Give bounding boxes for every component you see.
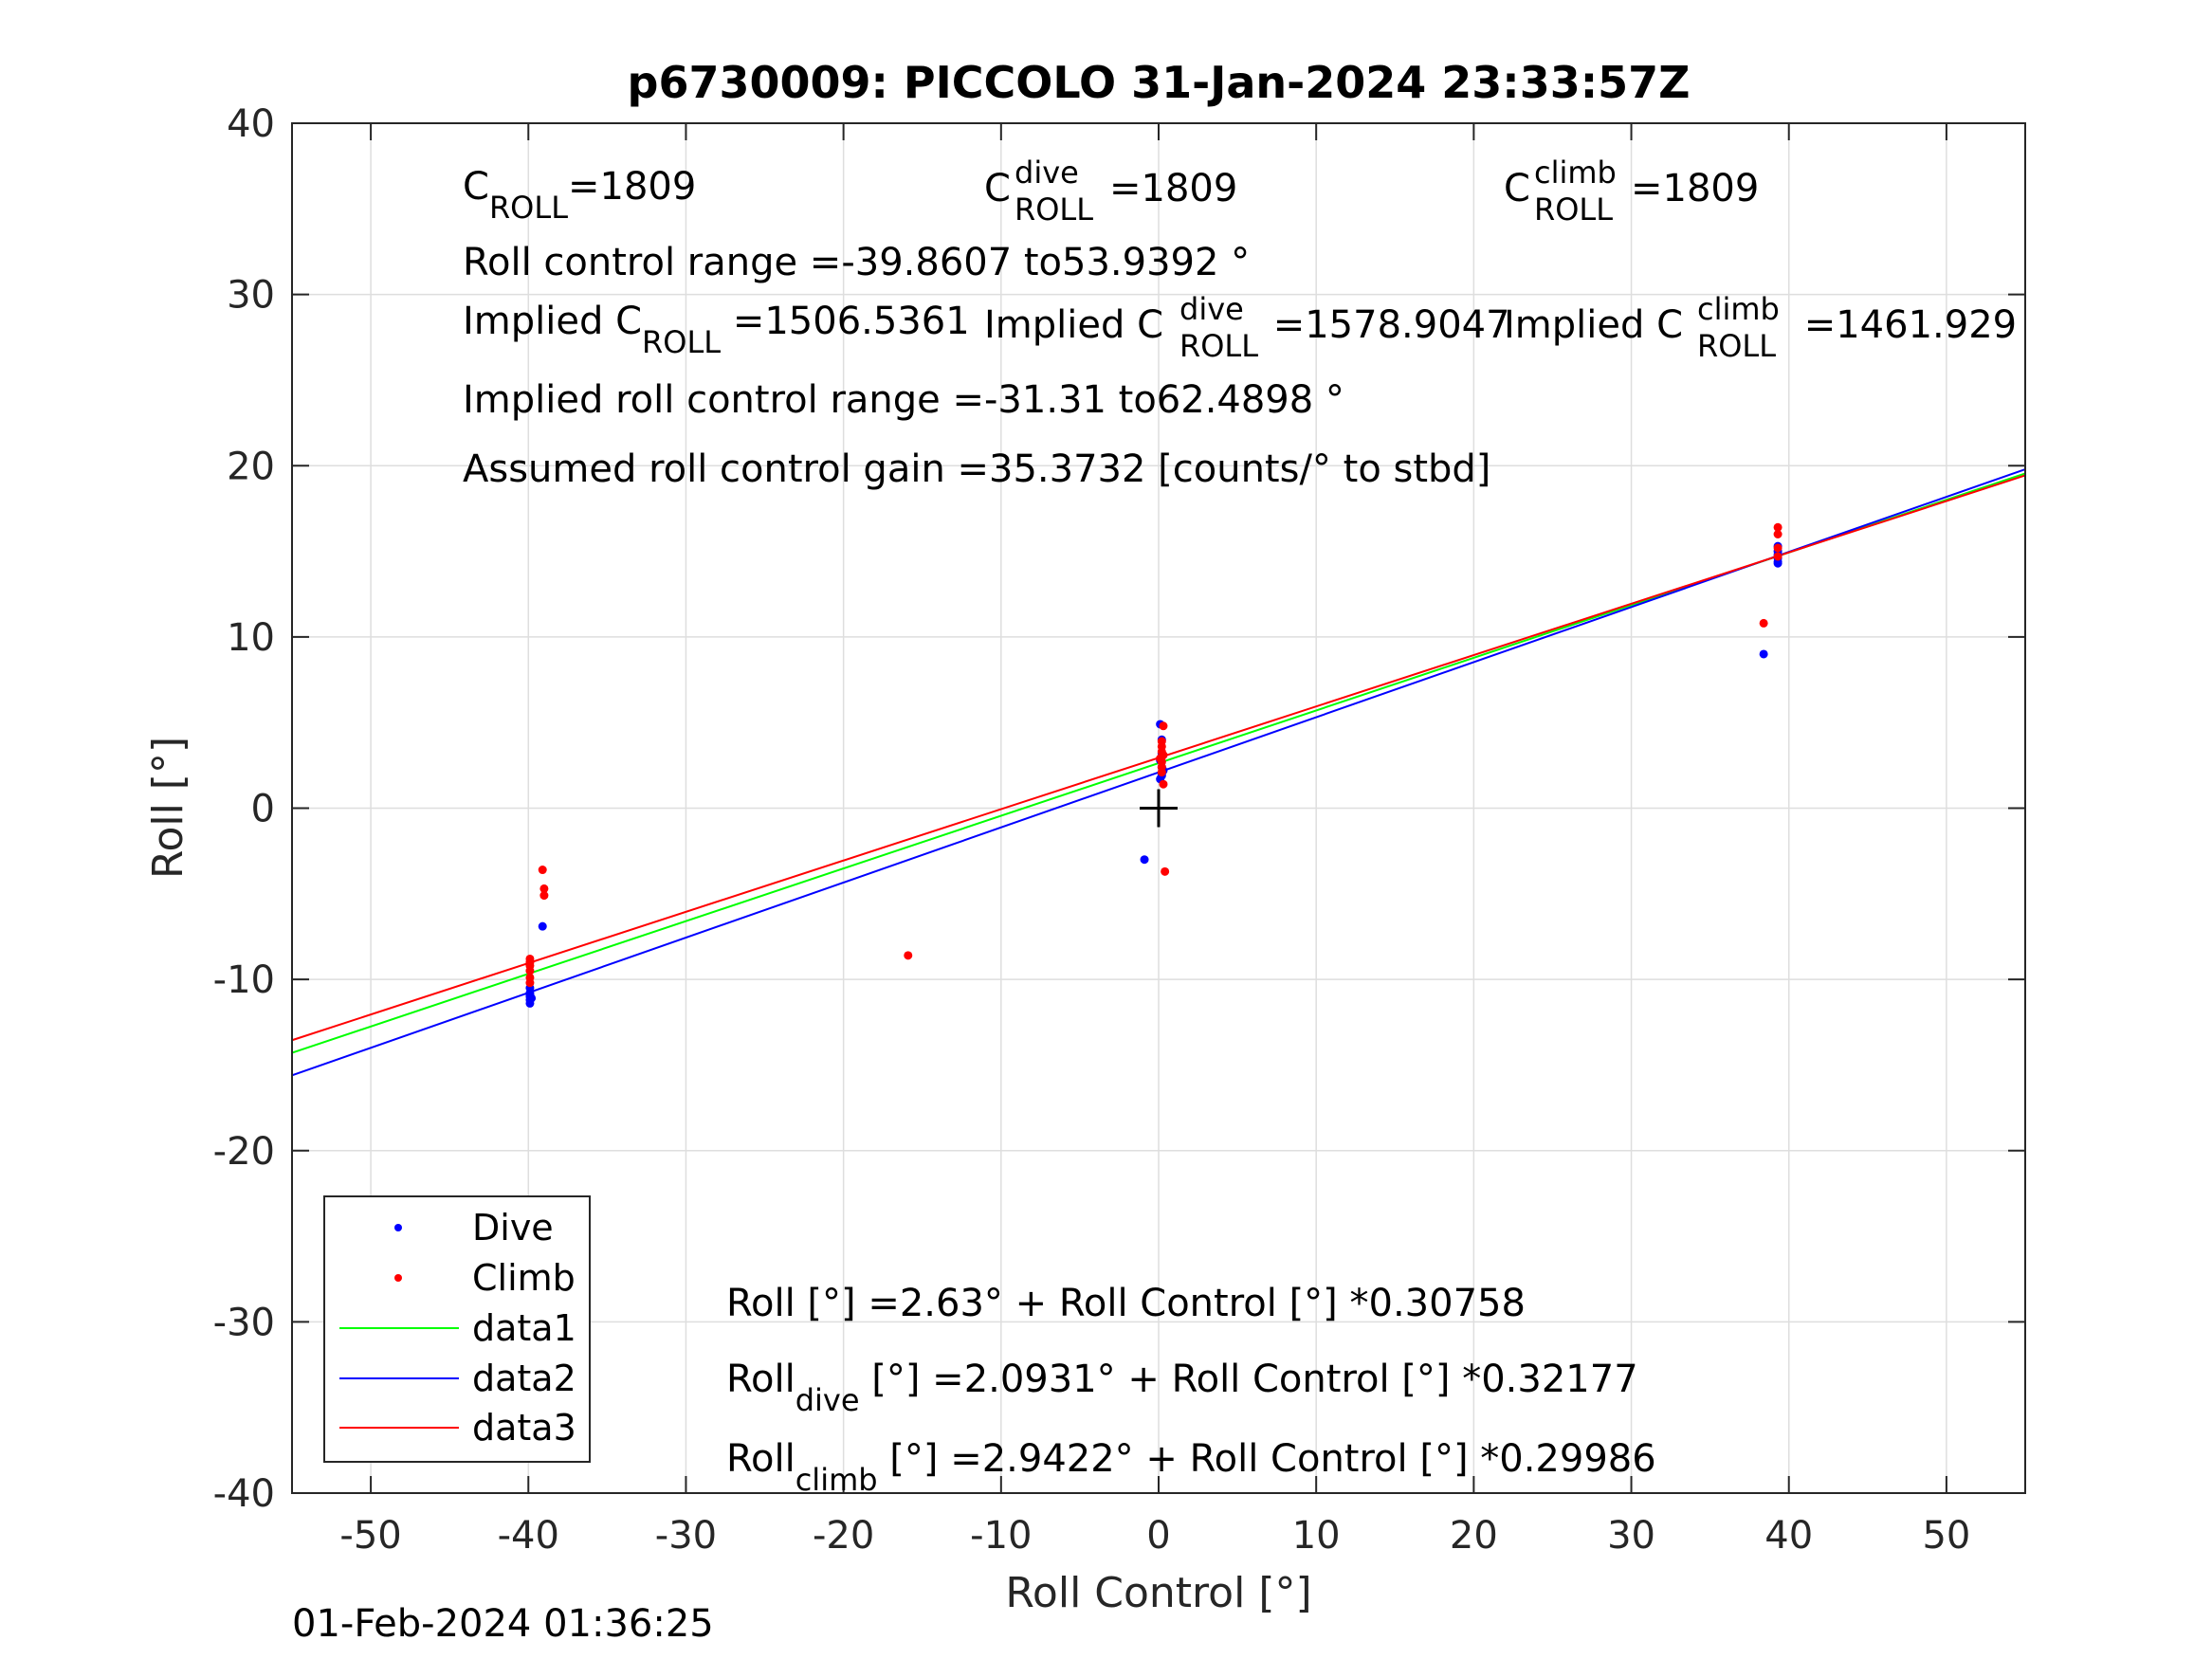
y-tick-label: -10 (213, 958, 275, 1002)
fit-dive-equation: Rolldive [°] =2.0931° + Roll Control [°]… (726, 1358, 1638, 1418)
x-tick-label: -40 (498, 1514, 559, 1558)
x-tick-label: 30 (1607, 1514, 1655, 1558)
point-climb (539, 884, 549, 893)
point-climb (1159, 721, 1168, 731)
point-climb (1159, 751, 1168, 760)
y-tick-label: 20 (227, 445, 275, 488)
point-dive (1140, 855, 1149, 865)
fit-climb-equation: Rollclimb [°] =2.9422° + Roll Control [°… (726, 1437, 1656, 1498)
point-climb (1161, 866, 1170, 876)
legend-label-data2: data2 (472, 1358, 576, 1399)
point-climb (538, 866, 547, 875)
x-tick-label: -20 (813, 1514, 874, 1558)
footer-timestamp: 01-Feb-2024 01:36:25 (292, 1602, 714, 1646)
x-tick-label: 40 (1764, 1514, 1813, 1558)
point-climb (1773, 552, 1782, 561)
legend-marker-climb (394, 1274, 402, 1282)
point-climb (904, 951, 913, 960)
x-tick-label: -10 (970, 1514, 1032, 1558)
point-climb (525, 957, 535, 967)
implied-c-roll-annotation: Implied CROLL =1506.5361 (463, 300, 970, 360)
gain-annotation: Assumed roll control gain =35.3732 [coun… (463, 447, 1490, 491)
chart-title: p6730009: PICCOLO 31-Jan-2024 23:33:57Z (628, 57, 1691, 108)
point-climb (1159, 779, 1168, 789)
legend-label-data3: data3 (472, 1407, 576, 1449)
y-tick-label: -30 (213, 1301, 275, 1344)
point-climb (539, 891, 549, 901)
y-axis-label: Roll [°] (144, 737, 192, 879)
y-tick-label: -40 (213, 1472, 275, 1516)
legend: Dive Climb data1 data2 data3 (323, 1195, 591, 1463)
y-tick-label: 40 (227, 102, 275, 146)
x-tick-label: 50 (1922, 1514, 1970, 1558)
x-tick-label: -50 (339, 1514, 401, 1558)
x-tick-label: 20 (1450, 1514, 1498, 1558)
fit-all-equation: Roll [°] =2.63° + Roll Control [°] *0.30… (726, 1282, 1526, 1325)
legend-label-data1: data1 (472, 1307, 576, 1349)
point-climb (1759, 618, 1768, 628)
point-dive (1773, 558, 1782, 568)
series-layer (291, 468, 2026, 1077)
y-tick-label: 10 (227, 616, 275, 660)
point-climb (1773, 543, 1782, 553)
point-climb (1773, 530, 1782, 538)
y-tick-label: 30 (227, 274, 275, 318)
axis-ticks: -50 -40 -30 -20 -10 0 10 20 30 40 50 -40 -30 -20 -10 0 1… (213, 102, 2025, 1558)
y-tick-label: 0 (251, 788, 275, 831)
c-roll-annotation: CROLL=1809 (463, 165, 696, 226)
x-tick-label: 0 (1146, 1514, 1170, 1558)
point-climb (525, 978, 535, 988)
y-tick-label: -20 (213, 1130, 275, 1174)
point-dive (527, 994, 537, 1003)
x-tick-label: -30 (655, 1514, 717, 1558)
roll-range-annotation: Roll control range =-39.8607 to53.9392 ° (463, 241, 1250, 284)
point-climb (525, 966, 535, 975)
x-tick-label: 10 (1292, 1514, 1341, 1558)
legend-label-climb: Climb (472, 1257, 576, 1299)
legend-label-dive: Dive (472, 1207, 554, 1249)
point-climb (1157, 737, 1166, 746)
point-dive (1759, 649, 1768, 659)
point-climb (1773, 522, 1782, 532)
implied-range-annotation: Implied roll control range =-31.31 to62.… (463, 378, 1344, 422)
legend-marker-dive (394, 1224, 402, 1231)
x-axis-label: Roll Control [°] (1005, 1569, 1311, 1617)
point-dive (538, 921, 547, 931)
